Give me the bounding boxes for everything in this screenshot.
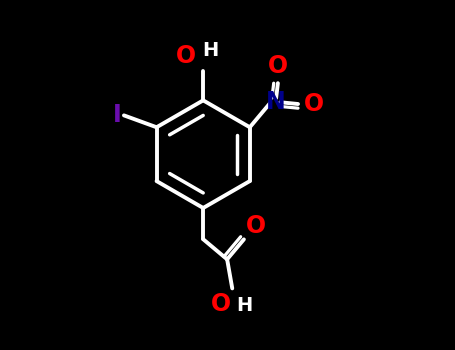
Text: O: O xyxy=(210,292,231,316)
Text: I: I xyxy=(112,103,121,127)
Text: O: O xyxy=(268,54,288,78)
Text: O: O xyxy=(246,214,266,238)
Text: N: N xyxy=(266,90,286,114)
Text: O: O xyxy=(176,44,196,68)
Text: O: O xyxy=(304,92,324,116)
Text: H: H xyxy=(202,41,219,61)
Text: H: H xyxy=(237,296,253,315)
